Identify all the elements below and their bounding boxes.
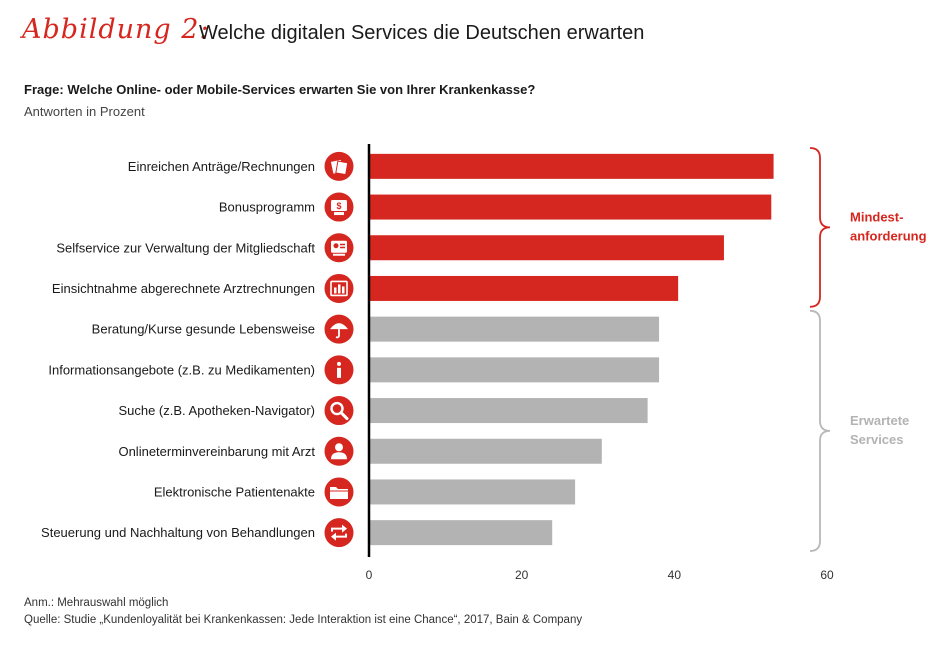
- icon-part: [330, 401, 344, 416]
- category-label: Einsichtnahme abgerechnete Arztrechnunge…: [52, 281, 315, 296]
- info-icon: [324, 355, 354, 385]
- umbrella-icon: [324, 314, 354, 344]
- icon-part: [340, 243, 345, 246]
- icon-part: [337, 367, 341, 378]
- x-tick-label: 40: [668, 568, 682, 582]
- icon-part: [331, 200, 347, 212]
- documents-icon: [324, 151, 354, 181]
- bar: [369, 357, 660, 383]
- bar: [369, 316, 660, 342]
- bar: [369, 438, 602, 464]
- figure-label: Abbildung 2:: [22, 14, 210, 45]
- bar: [369, 194, 772, 220]
- figure-title: Welche digitalen Services die Deutschen …: [199, 22, 645, 44]
- chart-subtitle: Antworten in Prozent: [24, 104, 145, 119]
- icon-circle: [324, 396, 354, 426]
- bar: [369, 398, 648, 424]
- group-label: Services: [850, 432, 904, 447]
- survey-question: Frage: Welche Online- oder Mobile-Servic…: [24, 82, 536, 97]
- group-brace: [809, 309, 831, 552]
- icon-part: [335, 443, 343, 452]
- icon-part: [331, 452, 347, 460]
- group-label: anforderung: [850, 228, 927, 243]
- category-label: Suche (z.B. Apotheken-Navigator): [118, 403, 315, 418]
- icon-part: [335, 329, 340, 339]
- icon-part: [335, 160, 349, 176]
- arrows-icon: [324, 518, 354, 548]
- icon-part: [333, 243, 339, 249]
- icon-part: [339, 411, 349, 421]
- x-tick-label: 0: [366, 568, 373, 582]
- icon-part: [338, 284, 341, 294]
- group-label: Erwartete: [850, 413, 909, 428]
- icon-part: [333, 253, 345, 256]
- icon-part: [330, 486, 348, 499]
- category-label: Beratung/Kurse gesunde Lebensweise: [92, 322, 315, 337]
- category-label: Steuerung und Nachhaltung von Behandlung…: [41, 525, 315, 540]
- category-label: Bonusprogramm: [219, 200, 315, 215]
- category-label: Elektronische Patientenakte: [154, 484, 315, 499]
- source-note: Quelle: Studie „Kundenloyalität bei Kran…: [24, 614, 583, 626]
- category-label: Selfservice zur Verwaltung der Mitglieds…: [56, 240, 315, 255]
- bar: [369, 153, 774, 179]
- icon-part: [330, 280, 348, 297]
- icon-part: [331, 532, 336, 541]
- icon-part: [334, 287, 337, 294]
- bar-chart: Einreichen Anträge/Rechnungen Bonusprogra…: [41, 144, 927, 582]
- person-icon: [324, 436, 354, 466]
- icon-part: [334, 533, 347, 538]
- folder-icon: [324, 477, 354, 507]
- category-label: Onlineterminvereinbarung mit Arzt: [118, 444, 315, 459]
- x-tick-label: 60: [820, 568, 834, 582]
- icon-part: [331, 527, 344, 532]
- icon-circle: [324, 518, 354, 548]
- group-brace: [809, 147, 831, 308]
- x-tick-label: 20: [515, 568, 529, 582]
- icon-part: [330, 323, 348, 330]
- icon-part: [334, 212, 344, 216]
- bar: [369, 235, 724, 261]
- icon-part: $: [336, 201, 341, 211]
- icon-part: [340, 246, 345, 249]
- icon-part: [342, 524, 347, 533]
- bar: [369, 520, 553, 546]
- member-icon: [324, 233, 354, 263]
- bar: [369, 275, 679, 301]
- group-label: Mindest-: [850, 209, 903, 224]
- category-label: Informationsangebote (z.B. zu Medikament…: [48, 362, 315, 377]
- search-icon: [324, 396, 354, 426]
- bonus-icon: $: [324, 192, 354, 222]
- category-label: Einreichen Anträge/Rechnungen: [128, 159, 315, 174]
- icon-part: [342, 286, 345, 294]
- invoice-chart-icon: [324, 273, 354, 303]
- footnote: Anm.: Mehrauswahl möglich: [24, 597, 169, 609]
- icon-part: [337, 361, 341, 366]
- bar: [369, 479, 576, 505]
